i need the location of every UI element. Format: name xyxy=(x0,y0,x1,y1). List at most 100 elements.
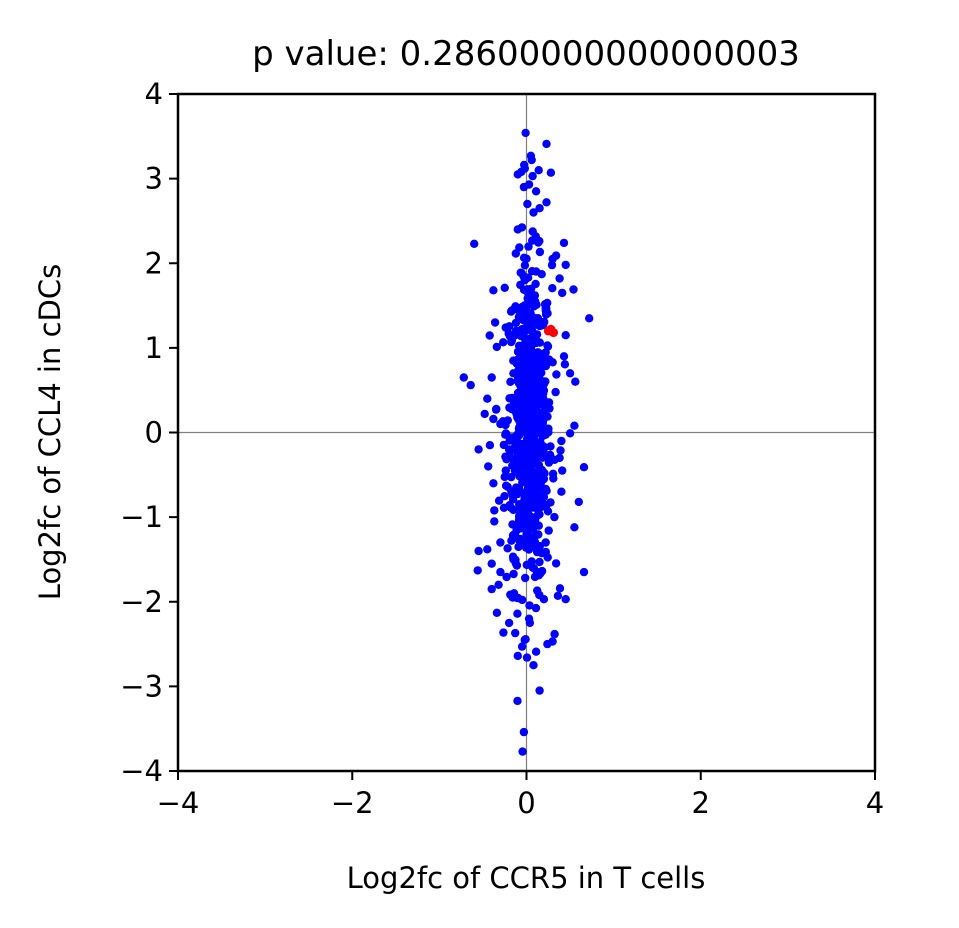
data-point xyxy=(519,360,529,369)
data-point xyxy=(470,239,479,248)
data-point xyxy=(509,569,518,579)
data-point xyxy=(513,696,522,706)
data-point xyxy=(585,314,594,323)
data-point xyxy=(520,327,529,337)
data-point xyxy=(507,472,516,482)
data-point xyxy=(521,335,530,345)
data-point xyxy=(474,445,483,454)
data-point xyxy=(503,482,512,491)
data-point xyxy=(523,386,532,395)
y-tick-label: 4 xyxy=(145,77,163,111)
data-point xyxy=(518,747,527,756)
data-point xyxy=(529,661,538,670)
data-point xyxy=(528,472,537,481)
data-point xyxy=(535,686,544,695)
data-point xyxy=(523,199,532,209)
data-point xyxy=(520,301,529,310)
data-point xyxy=(522,419,531,428)
data-point xyxy=(520,261,530,270)
data-point xyxy=(527,155,536,165)
data-point xyxy=(500,283,509,292)
data-point xyxy=(528,524,538,533)
y-tick-label: −1 xyxy=(120,500,163,534)
data-point xyxy=(513,468,523,478)
data-point xyxy=(565,369,575,378)
data-point xyxy=(511,318,521,328)
data-point xyxy=(527,513,537,522)
data-point xyxy=(541,361,551,371)
data-point xyxy=(517,642,527,651)
data-point xyxy=(514,542,523,552)
data-point xyxy=(513,388,523,398)
data-point xyxy=(525,395,534,404)
data-point xyxy=(517,223,527,232)
data-point xyxy=(558,466,567,475)
data-point xyxy=(516,460,525,469)
data-point xyxy=(574,497,583,507)
data-point xyxy=(540,469,549,478)
data-points xyxy=(459,128,594,756)
data-point xyxy=(522,344,531,354)
data-point xyxy=(537,270,546,279)
data-point xyxy=(543,341,552,350)
data-point xyxy=(521,128,530,138)
data-point xyxy=(521,353,531,362)
data-point xyxy=(480,409,489,419)
x-axis-ticks: −4 −2 0 2 4 xyxy=(157,771,884,820)
data-point xyxy=(570,523,579,532)
data-point xyxy=(514,348,524,357)
data-point xyxy=(569,285,578,294)
y-tick-label: 0 xyxy=(145,416,163,450)
data-point xyxy=(499,338,508,347)
data-point xyxy=(525,618,535,628)
data-point xyxy=(523,379,532,388)
data-point xyxy=(534,166,543,175)
data-point xyxy=(543,355,552,364)
data-point xyxy=(496,567,505,577)
data-point xyxy=(485,441,495,450)
data-point xyxy=(533,376,542,385)
data-point xyxy=(531,647,541,656)
data-point xyxy=(530,424,539,434)
data-point xyxy=(548,284,557,293)
data-point xyxy=(473,566,482,575)
data-point xyxy=(550,512,559,522)
data-point xyxy=(565,429,575,438)
data-point xyxy=(517,167,526,177)
data-point xyxy=(544,526,553,535)
data-point xyxy=(530,479,539,488)
data-point xyxy=(506,307,516,316)
data-point xyxy=(530,291,540,300)
data-point xyxy=(552,370,561,379)
data-point xyxy=(513,609,522,618)
data-point xyxy=(519,253,529,262)
data-point xyxy=(491,405,501,414)
data-point xyxy=(538,423,547,432)
data-point xyxy=(542,500,551,510)
data-point xyxy=(509,399,519,409)
data-point xyxy=(507,337,516,347)
data-point xyxy=(529,208,538,217)
data-point xyxy=(528,458,537,468)
data-point xyxy=(523,285,532,295)
data-point xyxy=(541,484,550,494)
data-point xyxy=(534,500,543,509)
data-point xyxy=(492,608,502,617)
data-point xyxy=(546,168,556,177)
data-point xyxy=(524,242,533,251)
data-point xyxy=(553,591,563,600)
data-point xyxy=(518,425,528,435)
data-point xyxy=(487,559,496,568)
data-point xyxy=(550,629,559,639)
data-point xyxy=(525,493,534,503)
data-point xyxy=(528,333,537,342)
data-point xyxy=(540,317,549,327)
data-point xyxy=(511,628,520,638)
data-point xyxy=(531,232,540,241)
data-point xyxy=(557,436,566,446)
data-point xyxy=(519,315,528,325)
data-point xyxy=(489,286,498,295)
data-point xyxy=(501,452,510,461)
data-point xyxy=(549,474,558,483)
